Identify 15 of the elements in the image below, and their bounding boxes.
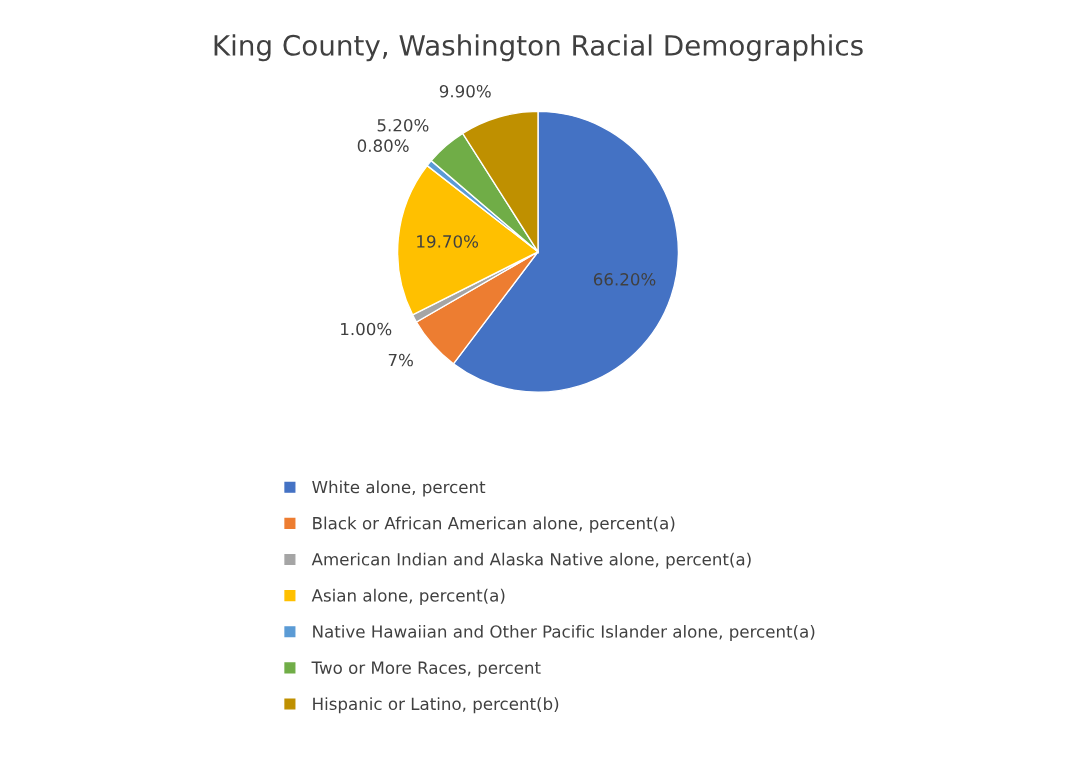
data-label: 5.20% [377, 118, 429, 132]
legend-label: Hispanic or Latino, percent(b) [313, 697, 559, 714]
chart-title: King County, Washington Racial Demographics [214, 34, 863, 62]
data-label: 0.80% [357, 139, 409, 152]
legend-label: Black or African American alone, percent(a) [313, 516, 675, 533]
data-label: 19.70% [417, 235, 479, 248]
data-label: 7% [388, 353, 413, 367]
data-label: 66.20% [593, 273, 656, 286]
legend-label: White alone, percent [312, 480, 486, 497]
legend-label: Native Hawaiian and Other Pacific Islander alone, percent(a) [313, 624, 815, 642]
legend-label: Asian alone, percent(a) [311, 588, 505, 605]
legend-label: American Indian and Alaska Native alone, percent(a) [311, 552, 751, 569]
data-label: 1.00% [341, 322, 392, 336]
data-label: 9.90% [439, 84, 491, 98]
legend-label: Two or More Races, percent [311, 661, 541, 678]
